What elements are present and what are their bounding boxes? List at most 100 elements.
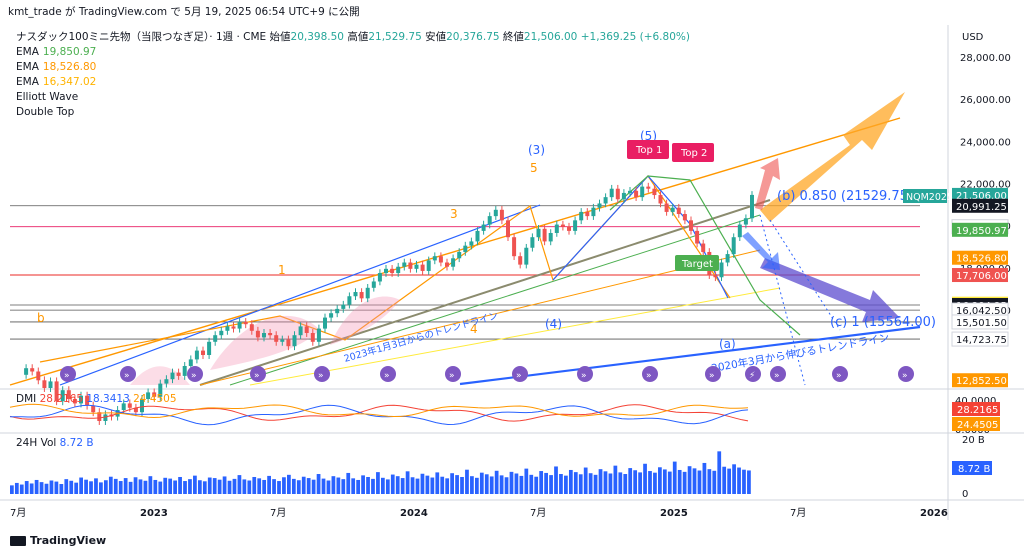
candle-body[interactable] [384,268,388,274]
candle-body[interactable] [402,262,407,267]
wave-label-1[interactable]: 1 [278,263,286,277]
volume-bar[interactable] [24,481,29,494]
indicator-ema-3[interactable]: EMA 16,347.02 [16,75,96,90]
candle-body[interactable] [140,399,144,413]
candle-body[interactable] [719,262,724,278]
candle-body[interactable] [359,292,364,299]
volume-bar[interactable] [648,471,652,494]
candle-body[interactable] [274,335,279,342]
projection-dotted[interactable] [769,219,841,331]
event-marker-icon[interactable] [705,366,721,382]
candle-body[interactable] [634,190,639,198]
candle-body[interactable] [121,403,126,410]
candle-body[interactable] [335,308,340,314]
volume-bar[interactable] [168,478,173,494]
candle-body[interactable] [103,414,108,421]
candle-body[interactable] [432,256,437,261]
candle-body[interactable] [36,371,41,381]
volume-bar[interactable] [440,476,445,494]
candle-body[interactable] [646,186,651,189]
volume-legend[interactable]: 24H Vol 8.72 B [16,437,94,449]
volume-bar[interactable] [682,471,687,494]
volume-bar[interactable] [287,474,291,494]
volume-bar[interactable] [692,468,697,494]
candlestick-series[interactable] [24,182,754,425]
candle-body[interactable] [225,326,230,331]
volume-bar[interactable] [361,475,365,494]
candle-body[interactable] [91,405,96,413]
volume-bar[interactable] [113,478,118,494]
candle-body[interactable] [182,366,187,376]
volume-bar[interactable] [366,476,370,494]
event-markers[interactable]: » » » » » » » » » » » ⚡ » » » [60,366,914,382]
trendline-2023[interactable] [199,199,771,386]
volume-bar[interactable] [712,470,717,494]
symbol-name[interactable]: ナスダック100ミニ先物（当限つなぎ足）· 1週 · CME [16,31,267,43]
volume-bar[interactable] [14,482,19,494]
volume-bar[interactable] [455,475,459,494]
candle-body[interactable] [701,243,706,252]
volume-bar[interactable] [183,481,187,494]
event-marker-icon[interactable] [832,366,848,382]
volume-bar[interactable] [103,480,108,494]
volume-bar[interactable] [262,479,267,494]
volume-bar[interactable] [588,473,593,494]
volume-bar[interactable] [697,470,702,494]
candle-body[interactable] [737,224,742,238]
volume-bar[interactable] [430,477,435,494]
volume-bar[interactable] [662,469,667,494]
volume-bar[interactable] [108,476,113,494]
volume-bar[interactable] [242,479,247,494]
candle-body[interactable] [615,188,620,200]
candle-body[interactable] [164,379,169,384]
candle-body[interactable] [310,333,315,342]
candle-body[interactable] [750,194,754,219]
top1-badge-bg[interactable] [627,140,669,159]
volume-bar[interactable] [727,468,732,494]
top2-label[interactable]: Top 2 [680,148,707,159]
candle-body[interactable] [85,395,90,406]
candle-body[interactable] [658,195,663,204]
volume-bar[interactable] [435,472,440,494]
wave-label-b[interactable]: b [37,311,45,325]
volume-bar[interactable] [34,479,39,494]
volume-bar[interactable] [222,476,227,494]
volume-bar[interactable] [301,476,306,494]
candle-body[interactable] [445,262,449,267]
event-marker-icon[interactable] [380,366,396,382]
candle-body[interactable] [420,264,425,271]
volume-bar[interactable] [74,482,79,494]
volume-bar[interactable] [257,478,262,494]
volume-bar[interactable] [623,474,628,494]
trendline-2020[interactable] [459,325,921,386]
candle-body[interactable] [249,324,254,331]
volume-bar[interactable] [89,481,93,494]
candle-body[interactable] [207,341,212,355]
projection-dotted[interactable] [759,214,806,386]
candle-body[interactable] [670,207,675,212]
candle-body[interactable] [524,247,529,265]
candle-body[interactable] [499,209,504,221]
candle-body[interactable] [469,241,474,246]
volume-bar[interactable] [376,472,380,494]
candle-body[interactable] [237,322,242,329]
volume-bar[interactable] [54,481,59,494]
volume-bar[interactable] [450,473,454,494]
time-axis[interactable]: 7月 2023 7月 2024 7月 2025 7月 2026 [10,507,948,519]
double-top-right[interactable] [609,175,801,336]
wave-label-4[interactable]: 4 [470,322,478,336]
volume-bar[interactable] [291,478,296,494]
event-marker-icon[interactable] [770,366,786,382]
candle-body[interactable] [329,313,334,318]
volume-bar[interactable] [544,472,548,494]
volume-bar[interactable] [207,477,212,494]
candle-body[interactable] [731,237,736,255]
volume-bar[interactable] [64,479,69,494]
volume-bar[interactable] [613,465,618,494]
ema-line-orange[interactable] [199,249,761,386]
candle-body[interactable] [536,228,541,238]
volume-bar[interactable] [633,470,638,494]
volume-bar[interactable] [331,476,336,494]
candle-body[interactable] [682,214,687,221]
volume-bar[interactable] [598,469,603,494]
